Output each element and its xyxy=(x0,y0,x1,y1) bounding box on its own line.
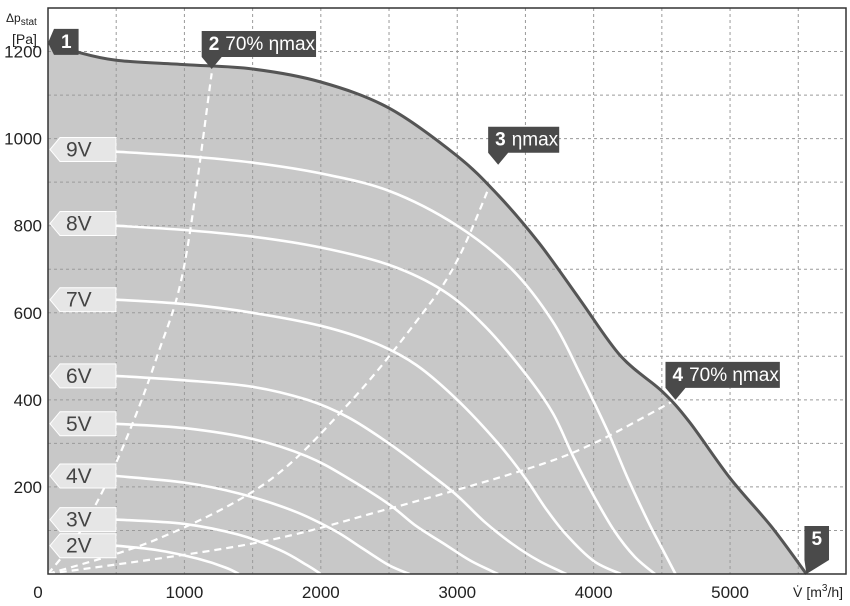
marker-5-flag xyxy=(804,526,830,574)
speed-label-badge xyxy=(49,287,117,313)
marker-4: 4 70% ηmax xyxy=(665,361,780,400)
marker-4-number: 4 xyxy=(672,365,683,386)
plot-border xyxy=(47,7,847,575)
efficiency-line-3 xyxy=(47,398,677,576)
x-tick-label: 5000 xyxy=(711,583,749,602)
y-tick-label: 400 xyxy=(14,391,42,410)
y-tick-label: 1000 xyxy=(4,130,42,149)
speed-curve-5v xyxy=(116,422,499,576)
marker-1-flag xyxy=(48,28,79,55)
axes: 0 1000 2000 3000 4000 5000 200 400 600 800 1000 120… xyxy=(4,7,847,602)
speed-label-text: 7V xyxy=(66,289,92,312)
speed-label-5v: 5V xyxy=(49,411,117,437)
speed-curve-6v xyxy=(116,374,567,576)
speed-label-badge xyxy=(49,507,117,533)
marker-5: 5 xyxy=(804,526,830,574)
speed-curve-2v xyxy=(116,544,240,576)
speed-label-6v: 6V xyxy=(49,363,117,389)
marker-1: 1 xyxy=(48,28,79,55)
speed-curve-3v xyxy=(116,518,322,576)
svg-text:V̇[m3/h]: V̇ [m3/h] xyxy=(793,583,843,600)
marker-3-flag xyxy=(488,126,560,165)
svg-text:Δpstat: Δpstat xyxy=(6,11,37,28)
x-tick-label: 3000 xyxy=(438,583,476,602)
speed-label-text: 2V xyxy=(66,535,92,558)
x-tick-label: 1000 xyxy=(165,583,203,602)
marker-4-text: 70% ηmax xyxy=(689,365,779,386)
speed-label-badge xyxy=(49,363,117,389)
speed-label-2v: 2V xyxy=(49,533,117,559)
marker-3-text: ηmax xyxy=(512,130,559,151)
speed-label-text: 6V xyxy=(66,365,92,388)
y-tick-label: 1200 xyxy=(4,43,42,62)
max-pressure-curve xyxy=(47,41,808,575)
marker-5-number: 5 xyxy=(811,529,822,550)
y-axis-label-subscript: stat xyxy=(21,17,37,28)
operating-envelope xyxy=(48,42,807,575)
speed-label-text: 8V xyxy=(66,213,92,236)
marker-2-flag xyxy=(201,30,317,69)
speed-label-text: 4V xyxy=(66,465,92,488)
speed-labels: 9V 8V 7V 6V 5V 4V 3V 2V xyxy=(49,137,117,559)
y-tick-label: 600 xyxy=(14,304,42,323)
y-axis-label-symbol: Δp xyxy=(6,11,21,25)
speed-label-badge xyxy=(49,211,117,237)
marker-2: 2 70% ηmax xyxy=(201,30,317,69)
speed-label-3v: 3V xyxy=(49,507,117,533)
y-tick-label: 800 xyxy=(14,217,42,236)
marker-3-label: 3 ηmax xyxy=(495,130,559,151)
max-curve xyxy=(47,41,808,575)
marker-3-number: 3 xyxy=(495,130,506,151)
speed-label-4v: 4V xyxy=(49,463,117,489)
speed-label-badge xyxy=(49,137,117,162)
speed-label-9v: 9V xyxy=(49,137,117,162)
speed-curve-7v xyxy=(116,298,622,576)
speed-curves xyxy=(116,150,677,576)
y-tick-label: 200 xyxy=(14,478,42,497)
y-axis-label: Δpstat [Pa] xyxy=(6,11,37,47)
speed-label-text: 5V xyxy=(66,413,92,436)
speed-label-badge xyxy=(49,533,117,559)
x-axis-label-unit-sup: 3 xyxy=(822,583,828,594)
x-tick-label: 0 xyxy=(33,583,42,602)
speed-label-badge xyxy=(49,411,117,437)
speed-label-text: 9V xyxy=(66,139,92,162)
marker-5-label: 5 xyxy=(811,529,822,550)
x-tick-label: 2000 xyxy=(302,583,340,602)
marker-2-number: 2 xyxy=(209,34,220,55)
speed-label-badge xyxy=(49,463,117,489)
speed-curve-8v xyxy=(116,224,656,575)
marker-4-label: 4 70% ηmax xyxy=(672,365,779,386)
envelope-fill xyxy=(48,42,807,575)
speed-label-7v: 7V xyxy=(49,287,117,313)
speed-label-8v: 8V xyxy=(49,211,117,237)
marker-4-flag xyxy=(665,361,780,400)
y-axis-label-unit: [Pa] xyxy=(12,31,37,47)
marker-2-label: 2 70% ηmax xyxy=(209,34,316,55)
x-axis-label-unit-post: /h] xyxy=(827,584,843,600)
speed-curve-9v xyxy=(116,150,677,575)
speed-curve-4v xyxy=(116,474,411,576)
marker-2-text: 70% ηmax xyxy=(225,34,315,55)
x-axis-label-symbol: V̇ xyxy=(793,584,803,600)
x-axis-label: V̇ [m3/h] xyxy=(793,583,843,600)
efficiency-line-2 xyxy=(47,164,500,576)
marker-1-label: 1 xyxy=(61,32,72,53)
x-axis-label-unit-pre: [m xyxy=(806,584,822,600)
x-tick-label: 4000 xyxy=(575,583,613,602)
marker-1-number: 1 xyxy=(61,32,72,53)
marker-3: 3 ηmax xyxy=(488,126,560,165)
speed-label-text: 3V xyxy=(66,509,92,532)
